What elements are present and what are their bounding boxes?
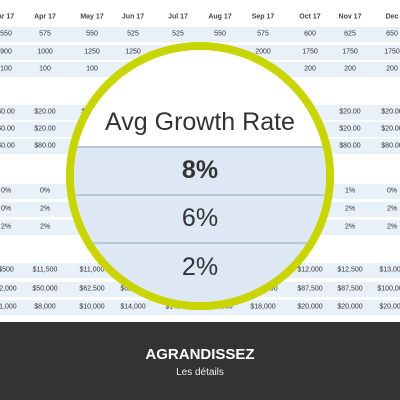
cell: 2%	[344, 205, 356, 213]
banner-title: AGRANDISSEZ	[145, 346, 255, 363]
cell: $20,000	[297, 303, 323, 311]
cell: $20,000	[379, 303, 400, 311]
cell: $12,500	[337, 266, 363, 274]
cell: 2%	[0, 223, 12, 231]
cell: 0%	[386, 187, 398, 195]
cell: 575	[39, 30, 51, 38]
cell: 100	[0, 65, 12, 73]
cell: 1000	[37, 48, 53, 56]
cell: $80.00	[34, 142, 56, 150]
row-stripe	[0, 27, 400, 42]
cell: $80.00	[339, 142, 361, 150]
cell: 2000	[255, 48, 271, 56]
cell: $87,500	[337, 285, 363, 293]
cell: 1750	[384, 48, 400, 56]
cell: Nov 17	[338, 13, 362, 21]
cell: 550	[214, 30, 226, 38]
magnifier-value: 6%	[181, 204, 219, 232]
cell: $10,000	[79, 303, 105, 311]
cell: 0%	[0, 205, 12, 213]
cell: 1250	[125, 48, 141, 56]
cell: 1750	[302, 48, 318, 56]
cell: Jul 17	[168, 13, 188, 21]
cell: Jun 17	[121, 13, 145, 21]
cell: 650	[386, 30, 398, 38]
cell: $20.00	[381, 125, 400, 133]
cell: 200	[304, 65, 316, 73]
cell: $20.00	[339, 108, 361, 116]
cell: 900	[0, 48, 12, 56]
cell: Apr 17	[34, 13, 56, 21]
cell: Sep 17	[251, 13, 275, 21]
cell: $1,000	[0, 303, 17, 311]
cell: Oct 17	[299, 13, 321, 21]
cell: 525	[172, 30, 184, 38]
cell: 2%	[39, 205, 51, 213]
cell: $11,500	[32, 266, 58, 274]
cell: $13,000	[379, 266, 400, 274]
cell: $0.00	[0, 125, 15, 133]
cell: 0%	[0, 187, 12, 195]
cell: 0%	[39, 187, 51, 195]
magnifier-value: 8%	[181, 156, 219, 184]
cell: $500	[0, 266, 14, 274]
cell: 2%	[39, 223, 51, 231]
magnifier-value: 2%	[181, 253, 219, 281]
cell: 550	[86, 30, 98, 38]
cell: 525	[127, 30, 139, 38]
cell: $0.00	[0, 108, 15, 116]
cell: $2,000	[0, 285, 17, 293]
cell: 200	[386, 65, 398, 73]
cell: 1250	[84, 48, 100, 56]
cell: $80.00	[381, 142, 400, 150]
cell: $18,000	[250, 303, 276, 311]
cell: 600	[304, 30, 316, 38]
cell: ar 17	[0, 13, 15, 21]
cell: 550	[0, 30, 12, 38]
cell: $20.00	[381, 108, 400, 116]
cell: $20.00	[34, 125, 56, 133]
banner-subtitle: Les détails	[176, 367, 224, 378]
cell: 1%	[344, 187, 356, 195]
cell: $20,000	[337, 303, 363, 311]
cell: 2%	[386, 223, 398, 231]
magnifier: Avg Growth Rate 8% 6% 2%	[66, 42, 334, 310]
cell: $8,000	[34, 303, 56, 311]
cell: $50,000	[32, 285, 58, 293]
cell: 575	[257, 30, 269, 38]
cell: 100	[86, 65, 98, 73]
cell: Dec	[385, 13, 399, 21]
cell: $14,000	[120, 303, 146, 311]
cell: 1750	[342, 48, 358, 56]
cell: May 17	[80, 13, 104, 21]
cell: 200	[344, 65, 356, 73]
cell: 2%	[386, 205, 398, 213]
cell: Aug 17	[208, 13, 232, 21]
cell: 2%	[344, 223, 356, 231]
cell: $100,000	[377, 285, 400, 293]
cell: $20.00	[34, 108, 56, 116]
cell: $0.00	[0, 142, 15, 150]
cell: $20.00	[339, 125, 361, 133]
cell: 625	[344, 30, 356, 38]
cell: 100	[39, 65, 51, 73]
magnifier-title: Avg Growth Rate	[105, 108, 295, 136]
banner: AGRANDISSEZ Les détails	[0, 322, 400, 400]
